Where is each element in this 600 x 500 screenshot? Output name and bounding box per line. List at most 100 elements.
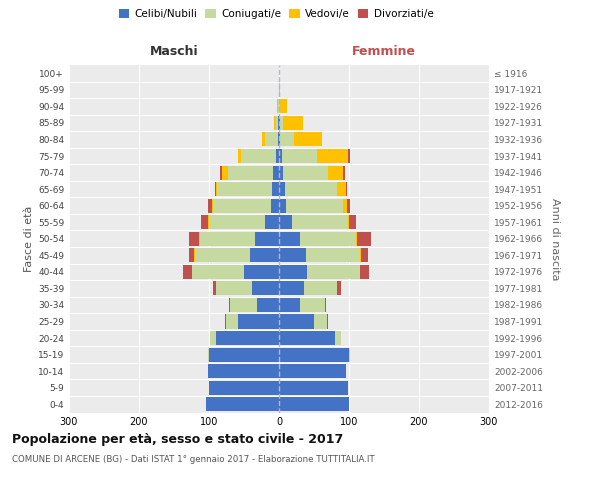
Bar <box>286 198 343 212</box>
Bar <box>277 100 278 114</box>
Bar <box>195 248 250 262</box>
Bar <box>295 132 322 146</box>
Bar <box>337 282 341 296</box>
Bar <box>262 132 265 146</box>
Bar <box>212 198 213 212</box>
Bar <box>279 282 304 296</box>
Bar <box>216 331 279 345</box>
Bar <box>279 397 349 411</box>
Bar <box>279 100 280 114</box>
Bar <box>209 348 279 362</box>
Text: Femmine: Femmine <box>352 46 416 59</box>
Bar <box>328 166 343 179</box>
Bar <box>265 132 278 146</box>
Bar <box>217 182 272 196</box>
Bar <box>279 298 300 312</box>
Bar <box>317 149 348 163</box>
Bar <box>280 132 295 146</box>
Y-axis label: Fasce di età: Fasce di età <box>24 206 34 272</box>
Bar <box>274 166 279 179</box>
Bar <box>360 265 368 279</box>
Bar <box>279 116 280 130</box>
Bar <box>211 331 216 345</box>
Bar <box>361 248 368 262</box>
Bar <box>325 298 326 312</box>
Bar <box>250 248 279 262</box>
Bar <box>326 314 328 328</box>
Bar <box>225 314 226 328</box>
Bar <box>183 265 191 279</box>
Bar <box>279 182 284 196</box>
Bar <box>360 248 361 262</box>
Text: Popolazione per età, sesso e stato civile - 2017: Popolazione per età, sesso e stato civil… <box>12 432 343 446</box>
Bar <box>279 248 305 262</box>
Bar <box>238 149 241 163</box>
Bar <box>280 116 283 130</box>
Bar <box>244 265 279 279</box>
Bar <box>241 149 276 163</box>
Bar <box>216 282 253 296</box>
Bar <box>283 166 328 179</box>
Bar <box>358 232 371 246</box>
Bar <box>226 314 238 328</box>
Bar <box>282 149 317 163</box>
Bar <box>283 116 303 130</box>
Bar <box>238 314 279 328</box>
Bar <box>279 348 349 362</box>
Bar <box>265 215 279 229</box>
Bar <box>314 314 326 328</box>
Bar <box>279 215 292 229</box>
Bar <box>280 100 287 114</box>
Bar <box>202 215 208 229</box>
Bar <box>230 298 257 312</box>
Bar <box>257 298 279 312</box>
Bar <box>275 116 278 130</box>
Bar <box>343 166 345 179</box>
Bar <box>208 348 209 362</box>
Bar <box>274 116 275 130</box>
Bar <box>279 149 282 163</box>
Bar <box>229 298 230 312</box>
Bar <box>356 232 358 246</box>
Bar <box>278 100 279 114</box>
Bar <box>348 149 350 163</box>
Bar <box>212 282 216 296</box>
Bar <box>292 215 347 229</box>
Bar <box>349 348 350 362</box>
Bar <box>209 380 279 394</box>
Text: COMUNE DI ARCENE (BG) - Dati ISTAT 1° gennaio 2017 - Elaborazione TUTTITALIA.IT: COMUNE DI ARCENE (BG) - Dati ISTAT 1° ge… <box>12 456 374 464</box>
Bar <box>228 166 274 179</box>
Bar <box>216 182 217 196</box>
Bar <box>279 314 314 328</box>
Bar <box>208 215 209 229</box>
Bar <box>279 198 286 212</box>
Bar <box>188 232 199 246</box>
Bar <box>200 232 254 246</box>
Text: Maschi: Maschi <box>149 46 199 59</box>
Bar <box>337 182 346 196</box>
Bar <box>279 166 283 179</box>
Bar <box>254 232 279 246</box>
Bar <box>305 248 360 262</box>
Bar <box>220 166 223 179</box>
Bar <box>194 248 195 262</box>
Bar <box>279 331 335 345</box>
Bar <box>208 198 212 212</box>
Bar <box>253 282 279 296</box>
Bar <box>349 215 356 229</box>
Y-axis label: Anni di nascita: Anni di nascita <box>550 198 560 280</box>
Bar <box>223 166 228 179</box>
Bar <box>191 265 244 279</box>
Bar <box>279 83 280 97</box>
Bar <box>272 182 279 196</box>
Bar <box>347 215 349 229</box>
Legend: Celibi/Nubili, Coniugati/e, Vedovi/e, Divorziati/e: Celibi/Nubili, Coniugati/e, Vedovi/e, Di… <box>115 5 437 24</box>
Bar <box>278 116 279 130</box>
Bar <box>208 364 279 378</box>
Bar <box>205 397 279 411</box>
Bar <box>279 380 347 394</box>
Bar <box>279 132 280 146</box>
Bar <box>307 265 359 279</box>
Bar <box>347 198 350 212</box>
Bar <box>304 282 337 296</box>
